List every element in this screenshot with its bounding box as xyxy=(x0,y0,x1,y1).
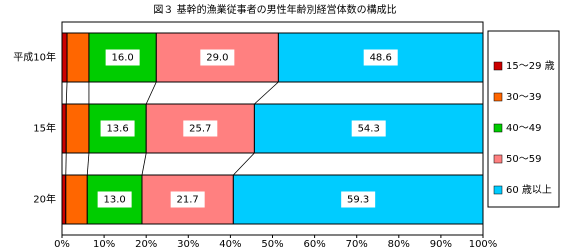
x-tick-label: 30% xyxy=(177,239,199,250)
series-line xyxy=(254,81,279,105)
value-label: 25.7 xyxy=(189,124,211,135)
series-line xyxy=(65,81,68,105)
legend-label: 15～29 歳 xyxy=(506,60,555,72)
value-label-box xyxy=(351,120,386,137)
x-tick-label: 0% xyxy=(54,239,70,250)
x-tick-label: 10% xyxy=(93,239,115,250)
bar-segment xyxy=(88,103,147,154)
value-label: 13.0 xyxy=(103,195,125,206)
bar-segment xyxy=(65,174,88,225)
legend-label: 50～59 xyxy=(506,154,541,165)
value-label: 59.3 xyxy=(347,195,369,206)
legend-swatch xyxy=(493,154,503,164)
series-line xyxy=(141,152,147,176)
legend-label: 60 歳以上 xyxy=(506,184,552,196)
x-tick-label: 40% xyxy=(219,239,241,250)
legend-swatch xyxy=(493,185,503,195)
series-line xyxy=(145,81,157,105)
legend-swatch xyxy=(493,92,503,102)
value-label-box xyxy=(363,49,398,66)
value-label: 29.0 xyxy=(206,53,228,64)
x-tick-label: 20% xyxy=(135,239,157,250)
value-label: 48.6 xyxy=(370,53,392,64)
x-tick-label: 50% xyxy=(261,239,283,250)
legend-box xyxy=(487,30,560,208)
legend-swatch xyxy=(493,123,503,133)
x-tick-label: 90% xyxy=(430,239,452,250)
chart-title: 図３ 基幹的漁業従事者の男性年齢別経営体数の構成比 xyxy=(153,3,396,16)
bar-segment xyxy=(66,32,90,83)
y-tick-label: 20年 xyxy=(33,193,56,206)
value-label-box xyxy=(200,49,235,66)
value-label: 13.6 xyxy=(106,124,128,135)
series-line xyxy=(86,152,90,176)
value-label-box xyxy=(97,191,132,208)
x-tick-label: 100% xyxy=(469,239,498,250)
bar-segment xyxy=(61,174,67,225)
value-label-box xyxy=(183,120,218,137)
y-tick-label: 15年 xyxy=(33,122,56,135)
value-label-box xyxy=(100,120,135,137)
legend-label: 30～39 xyxy=(506,92,541,103)
value-label-box xyxy=(170,191,205,208)
value-label-box xyxy=(341,191,376,208)
x-tick-label: 80% xyxy=(388,239,410,250)
value-label-box xyxy=(105,49,140,66)
x-tick-label: 70% xyxy=(346,239,368,250)
value-label: 54.3 xyxy=(358,124,380,135)
legend-label: 40～49 xyxy=(506,123,541,134)
bar-segment xyxy=(61,32,68,83)
legend-swatch xyxy=(493,61,503,71)
value-label: 16.0 xyxy=(111,53,133,64)
x-tick-label: 60% xyxy=(303,239,325,250)
series-line xyxy=(233,152,255,176)
value-label: 21.7 xyxy=(177,195,199,206)
bar-segment xyxy=(61,103,67,154)
bar-segment xyxy=(65,103,90,154)
y-tick-label: 平成10年 xyxy=(13,51,56,64)
